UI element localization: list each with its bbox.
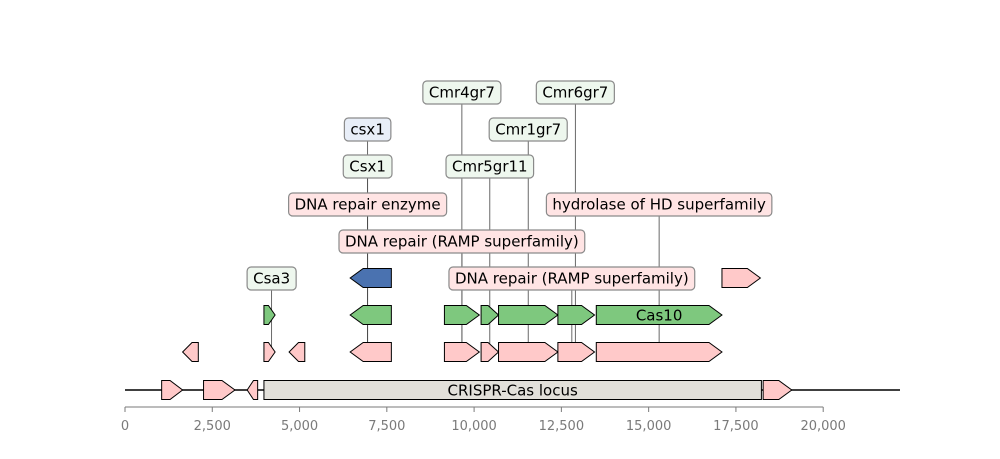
feature-p4: [349, 342, 392, 362]
callout-label: Cmr1gr7: [488, 117, 568, 142]
feature-g3: [443, 305, 481, 325]
feature-p5: [443, 342, 481, 362]
axis-tick-label: 0: [121, 419, 129, 434]
feature-p2: [263, 342, 276, 362]
axis-tick-label: 5,000: [281, 419, 318, 434]
callout-labels: Csa3 DNA repair (RAMP superfamily) DNA rep…: [246, 80, 773, 291]
callout-label: Cmr5gr11: [445, 154, 535, 179]
feature-g1: [263, 305, 276, 325]
callout-box: [338, 229, 586, 254]
callout-box: [288, 192, 448, 217]
feature-p1: [181, 342, 199, 362]
callout-label: Cmr6gr7: [535, 80, 615, 105]
callout-text: Cmr4gr7: [429, 84, 495, 102]
callout-text: Csa3: [253, 270, 290, 288]
callout-text: Cmr6gr7: [542, 84, 608, 102]
feature-locus: [263, 380, 762, 400]
callout-label: Cmr4gr7: [422, 80, 502, 105]
feature-g2: [349, 305, 392, 325]
feature-p6: [480, 342, 500, 362]
axis-tick-label: 12,500: [539, 419, 585, 434]
feature-b1: [349, 268, 392, 288]
feature-g7: [595, 305, 723, 325]
callout-box: [343, 117, 392, 142]
callout-box: [246, 266, 297, 291]
callout-label: DNA repair enzyme: [288, 192, 448, 217]
callout-box: [445, 154, 535, 179]
feature-f5: [762, 380, 793, 400]
feature-p3: [288, 342, 306, 362]
callout-box: [422, 80, 502, 105]
axis-tick-label: 17,500: [713, 419, 759, 434]
feature-label-g7: Cas10: [636, 307, 683, 325]
feature-p7: [498, 342, 559, 362]
feature-arrows: CRISPR-Cas locus Cas10: [161, 268, 793, 400]
feature-g6: [557, 305, 596, 325]
callout-box: [448, 266, 696, 291]
callout-label: Csa3: [246, 266, 297, 291]
callout-label: DNA repair (RAMP superfamily): [338, 229, 586, 254]
feature-g4: [480, 305, 500, 325]
feature-r1: [721, 268, 762, 288]
feature-p8: [557, 342, 596, 362]
callout-text: DNA repair (RAMP superfamily): [345, 233, 579, 251]
callout-label: csx1: [343, 117, 392, 142]
axis-tick-label: 20,000: [800, 419, 846, 434]
callout-text: Cmr1gr7: [495, 121, 561, 139]
feature-g5: [498, 305, 559, 325]
callout-box: [342, 154, 393, 179]
feature-f1: [161, 380, 184, 400]
feature-f3: [246, 380, 259, 400]
callout-text: DNA repair enzyme: [295, 196, 441, 214]
callout-box: [545, 192, 773, 217]
feature-label-locus: CRISPR-Cas locus: [448, 382, 578, 400]
callout-text: Csx1: [349, 158, 386, 176]
callout-box: [488, 117, 568, 142]
callout-box: [535, 80, 615, 105]
feature-f2: [203, 380, 236, 400]
callout-text: Cmr5gr11: [452, 158, 528, 176]
callout-label: DNA repair (RAMP superfamily): [448, 266, 696, 291]
position-axis: 0 2,500 5,000 7,500 10,000 12,500 15,000 17,500…: [121, 406, 846, 434]
axis-tick-label: 7,500: [368, 419, 405, 434]
callout-label: Csx1: [342, 154, 393, 179]
callout-text: DNA repair (RAMP superfamily): [455, 270, 689, 288]
axis-tick-label: 10,000: [451, 419, 497, 434]
callout-text: hydrolase of HD superfamily: [552, 196, 766, 214]
feature-p9: [595, 342, 723, 362]
axis-tick-label: 15,000: [626, 419, 672, 434]
callout-text: csx1: [350, 121, 384, 139]
callout-label: hydrolase of HD superfamily: [545, 192, 773, 217]
axis-tick-label: 2,500: [194, 419, 231, 434]
